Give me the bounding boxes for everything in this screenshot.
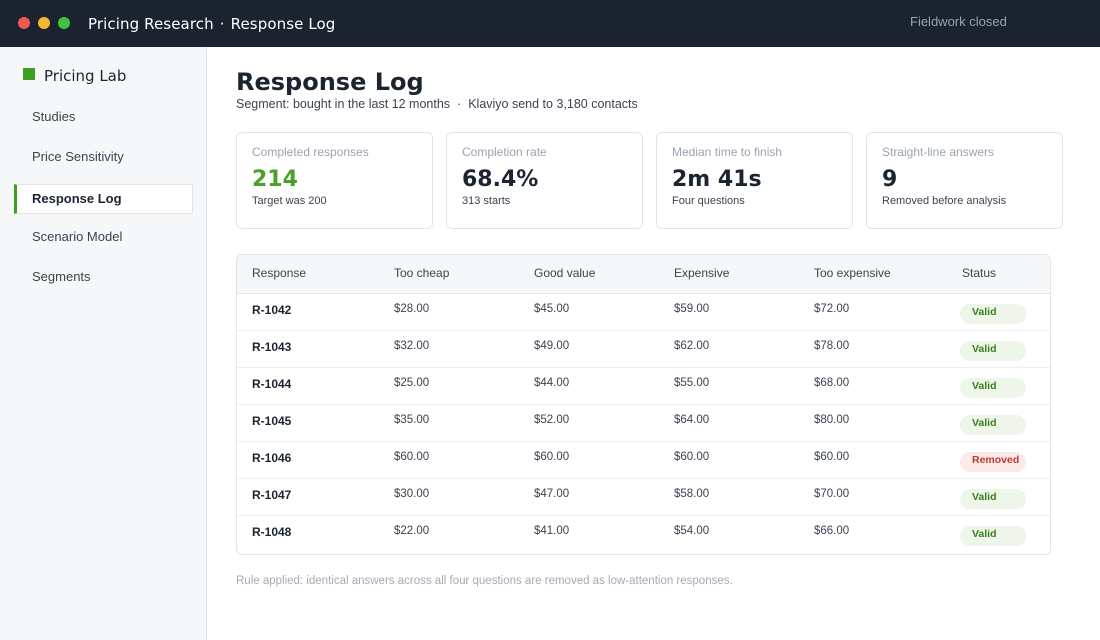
- too-expensive-price: $66.00: [814, 525, 850, 537]
- rule-footnote: Rule applied: identical answers across a…: [236, 575, 733, 587]
- too-expensive-price: $72.00: [814, 303, 850, 315]
- too-cheap-price: $60.00: [394, 451, 430, 463]
- table-row[interactable]: R-1042 $28.00 $45.00 $59.00 $72.00 Valid: [237, 294, 1050, 331]
- response-id[interactable]: R-1048: [252, 525, 292, 539]
- expensive-price: $55.00: [674, 377, 710, 389]
- responses-table: Response Too cheap Good value Expensive …: [236, 254, 1051, 555]
- too-expensive-price: $68.00: [814, 377, 850, 389]
- column-header-too-cheap[interactable]: Too cheap: [394, 266, 450, 280]
- too-cheap-price: $35.00: [394, 414, 430, 426]
- breadcrumb-separator: ·: [219, 15, 225, 33]
- breadcrumb-page: Response Log: [230, 15, 336, 33]
- too-expensive-price: $80.00: [814, 414, 850, 426]
- stat-note: Target was 200: [252, 195, 327, 207]
- subtitle-separator: ·: [457, 97, 462, 111]
- status-badge: Removed: [960, 452, 1026, 472]
- too-cheap-price: $25.00: [394, 377, 430, 389]
- stat-note: 313 starts: [462, 195, 511, 207]
- table-row[interactable]: R-1048 $22.00 $41.00 $54.00 $66.00 Valid: [237, 516, 1050, 553]
- status-badge: Valid: [960, 304, 1026, 324]
- sidebar-item-segments[interactable]: Segments: [32, 269, 91, 284]
- table-row[interactable]: R-1047 $30.00 $47.00 $58.00 $70.00 Valid: [237, 479, 1050, 516]
- page-title: Response Log: [236, 68, 424, 96]
- expensive-price: $59.00: [674, 303, 710, 315]
- stat-label: Median time to finish: [672, 145, 783, 159]
- stat-label: Completed responses: [252, 145, 369, 159]
- expensive-price: $64.00: [674, 414, 710, 426]
- column-header-status[interactable]: Status: [962, 266, 997, 280]
- good-value-price: $47.00: [534, 488, 570, 500]
- window-close-icon[interactable]: [18, 17, 30, 29]
- title-bar: Pricing Research · Response Log Fieldwork …: [0, 0, 1100, 47]
- brand-square-icon: [23, 68, 35, 80]
- too-expensive-price: $70.00: [814, 488, 850, 500]
- too-expensive-price: $78.00: [814, 340, 850, 352]
- stat-note: Four questions: [672, 195, 745, 207]
- column-header-expensive[interactable]: Expensive: [674, 266, 730, 280]
- breadcrumb: Pricing Research · Response Log: [88, 15, 335, 33]
- too-cheap-price: $22.00: [394, 525, 430, 537]
- response-id[interactable]: R-1044: [252, 377, 292, 391]
- stat-note: Removed before analysis: [882, 195, 1007, 207]
- fieldwork-status: Fieldwork closed: [910, 14, 1007, 29]
- sidebar-item-studies[interactable]: Studies: [32, 109, 76, 124]
- expensive-price: $60.00: [674, 451, 710, 463]
- stat-card-completion-rate: Completion rate 68.4% 313 starts: [446, 132, 643, 229]
- sidebar-item-price-sensitivity[interactable]: Price Sensitivity: [32, 149, 124, 164]
- good-value-price: $49.00: [534, 340, 570, 352]
- good-value-price: $52.00: [534, 414, 570, 426]
- status-badge: Valid: [960, 415, 1026, 435]
- send-description: Klaviyo send to 3,180 contacts: [468, 97, 638, 111]
- stat-value: 2m 41s: [672, 167, 762, 192]
- stat-value: 9: [882, 167, 898, 192]
- segment-description: Segment: bought in the last 12 months: [236, 97, 451, 111]
- stat-card-completed-responses: Completed responses 214 Target was 200: [236, 132, 433, 229]
- response-id[interactable]: R-1042: [252, 303, 292, 317]
- breadcrumb-app[interactable]: Pricing Research: [88, 15, 214, 33]
- too-expensive-price: $60.00: [814, 451, 850, 463]
- window-zoom-icon[interactable]: [58, 17, 70, 29]
- stat-card-median-time: Median time to finish 2m 41s Four questi…: [656, 132, 853, 229]
- sidebar: Pricing Lab Studies Price Sensitivity Re…: [0, 47, 207, 640]
- column-header-response[interactable]: Response: [252, 266, 307, 280]
- table-row[interactable]: R-1043 $32.00 $49.00 $62.00 $78.00 Valid: [237, 331, 1050, 368]
- response-id[interactable]: R-1046: [252, 451, 292, 465]
- table-row[interactable]: R-1044 $25.00 $44.00 $55.00 $68.00 Valid: [237, 368, 1050, 405]
- response-id[interactable]: R-1047: [252, 488, 292, 502]
- status-badge: Valid: [960, 489, 1026, 509]
- status-badge: Valid: [960, 341, 1026, 361]
- table-row[interactable]: R-1045 $35.00 $52.00 $64.00 $80.00 Valid: [237, 405, 1050, 442]
- stat-card-straight-line-answers: Straight-line answers 9 Removed before a…: [866, 132, 1063, 229]
- window-minimize-icon[interactable]: [38, 17, 50, 29]
- too-cheap-price: $28.00: [394, 303, 430, 315]
- too-cheap-price: $30.00: [394, 488, 430, 500]
- column-header-good-value[interactable]: Good value: [534, 266, 596, 280]
- stat-label: Completion rate: [462, 145, 547, 159]
- sidebar-item-scenario-model[interactable]: Scenario Model: [32, 229, 123, 244]
- status-badge: Valid: [960, 378, 1026, 398]
- expensive-price: $62.00: [674, 340, 710, 352]
- good-value-price: $45.00: [534, 303, 570, 315]
- good-value-price: $60.00: [534, 451, 570, 463]
- brand-name: Pricing Lab: [44, 67, 127, 85]
- expensive-price: $54.00: [674, 525, 710, 537]
- stat-value: 68.4%: [462, 167, 539, 192]
- table-header: Response Too cheap Good value Expensive …: [237, 255, 1050, 294]
- column-header-too-expensive[interactable]: Too expensive: [814, 266, 891, 280]
- too-cheap-price: $32.00: [394, 340, 430, 352]
- stat-value: 214: [252, 167, 298, 192]
- page-subtitle: Segment: bought in the last 12 months · Kl…: [236, 97, 638, 111]
- good-value-price: $44.00: [534, 377, 570, 389]
- stat-label: Straight-line answers: [882, 145, 995, 159]
- response-id[interactable]: R-1043: [252, 340, 292, 354]
- response-id[interactable]: R-1045: [252, 414, 292, 428]
- table-row[interactable]: R-1046 $60.00 $60.00 $60.00 $60.00 Remov…: [237, 442, 1050, 479]
- status-badge: Valid: [960, 526, 1026, 546]
- sidebar-item-response-log[interactable]: Response Log: [14, 184, 193, 214]
- expensive-price: $58.00: [674, 488, 710, 500]
- good-value-price: $41.00: [534, 525, 570, 537]
